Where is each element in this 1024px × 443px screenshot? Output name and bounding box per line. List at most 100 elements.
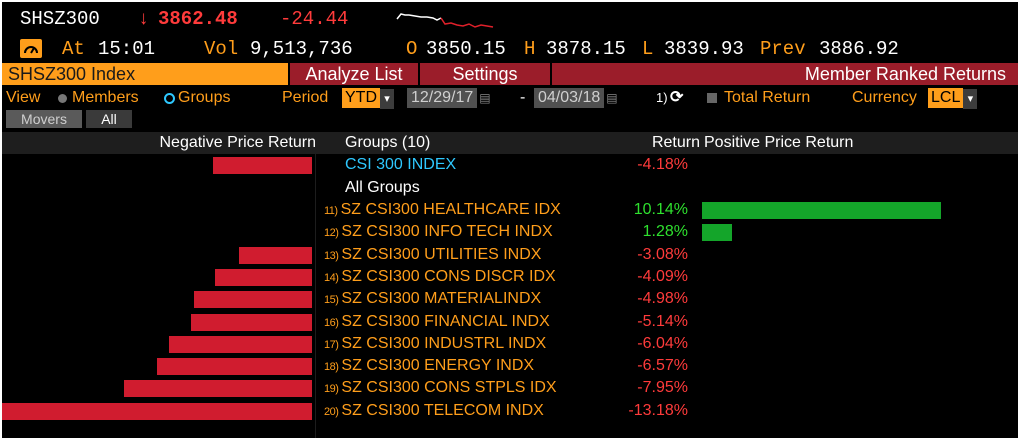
tab-all[interactable]: All (86, 110, 132, 128)
all-groups-label: All Groups (345, 179, 420, 196)
groups-radio[interactable] (164, 93, 175, 104)
high-label: H (524, 38, 536, 60)
groups-header: Groups (10) (345, 134, 431, 151)
column-divider (315, 154, 316, 438)
negative-return-bar (169, 335, 312, 353)
group-return: -13.18% (628, 401, 688, 419)
tab-movers[interactable]: Movers (6, 110, 82, 128)
group-label: SZ CSI300 INDUSTRL INDX (341, 334, 547, 352)
group-return: -6.57% (637, 357, 688, 375)
group-return: -6.04% (637, 334, 688, 352)
period-dropdown[interactable]: YTD ▾ (342, 88, 394, 109)
period-label: Period (282, 89, 329, 106)
table-row[interactable]: 19) SZ CSI300 CONS STPLS IDX -7.95% (2, 378, 1018, 399)
currency-dropdown[interactable]: LCL ▾ (928, 88, 978, 109)
analyze-list-button[interactable]: Analyze List (290, 63, 418, 85)
group-return: -4.09% (637, 267, 688, 285)
negative-return-bar (2, 402, 312, 420)
group-return: -4.98% (637, 290, 688, 308)
group-label: SZ CSI300 TELECOM INDX (341, 401, 544, 419)
table-row[interactable]: 16) SZ CSI300 FINANCIAL INDX -5.14% (2, 312, 1018, 333)
negative-return-bar (190, 313, 312, 331)
function-title: Member Ranked Returns (552, 63, 1018, 85)
refresh-number: 1) (656, 90, 668, 105)
gauge-icon[interactable] (20, 39, 42, 58)
prev-label: Prev (760, 38, 806, 60)
row-number: 17) (324, 338, 339, 351)
index-name[interactable]: CSI 300 INDEX (345, 156, 457, 173)
group-name[interactable]: 13) SZ CSI300 UTILITIES INDX (324, 245, 541, 265)
members-label[interactable]: Members (72, 89, 139, 106)
last-price: 3862.48 (158, 8, 238, 30)
view-label: View (6, 89, 41, 106)
table-row[interactable]: 12) SZ CSI300 INFO TECH INDX 1.28% (2, 222, 1018, 243)
groups-label[interactable]: Groups (178, 89, 231, 106)
group-label: SZ CSI300 ENERGY INDX (341, 357, 535, 375)
negative-return-bar (124, 380, 312, 398)
group-name[interactable]: 14) SZ CSI300 CONS DISCR IDX (324, 267, 556, 287)
group-label: SZ CSI300 FINANCIAL INDX (341, 312, 550, 330)
volume-label: Vol (204, 38, 239, 60)
total-return-checkbox[interactable] (707, 93, 717, 103)
row-number: 13) (324, 249, 339, 262)
table-row[interactable]: 13) SZ CSI300 UTILITIES INDX -3.08% (2, 245, 1018, 266)
net-change: -24.44 (280, 8, 349, 30)
start-date-value: 12/29/17 (407, 88, 478, 108)
table-header: Negative Price Return Groups (10) Return… (2, 132, 1018, 154)
calendar-icon[interactable]: ▤ (606, 91, 618, 105)
ticker-symbol: SHSZ300 (20, 8, 100, 30)
group-return: 1.28% (642, 223, 688, 241)
group-label: SZ CSI300 CONS DISCR IDX (341, 267, 556, 285)
table-row[interactable]: 15) SZ CSI300 MATERIALINDX -4.98% (2, 289, 1018, 310)
end-date-field[interactable]: 04/03/18 ▤ (534, 88, 618, 108)
row-number: 18) (324, 361, 339, 374)
open-label: O (406, 38, 418, 60)
security-field[interactable]: SHSZ300 Index (2, 63, 288, 85)
members-radio[interactable] (58, 94, 67, 103)
volume-value: 9,513,736 (250, 38, 353, 60)
negative-return-bar (156, 358, 312, 376)
group-label: SZ CSI300 INFO TECH INDX (341, 223, 553, 241)
period-value: YTD (342, 88, 380, 108)
index-negative-bar (213, 157, 312, 174)
group-label: SZ CSI300 HEALTHCARE IDX (340, 201, 561, 218)
currency-label: Currency (852, 89, 917, 106)
group-return: -7.95% (637, 379, 688, 397)
group-name[interactable]: 11) SZ CSI300 HEALTHCARE IDX (324, 200, 561, 220)
currency-value: LCL (928, 88, 964, 108)
row-number: 12) (324, 227, 339, 240)
table-row[interactable]: 17) SZ CSI300 INDUSTRL INDX -6.04% (2, 334, 1018, 355)
group-name[interactable]: 12) SZ CSI300 INFO TECH INDX (324, 222, 553, 242)
total-return-label[interactable]: Total Return (724, 89, 811, 106)
refresh-icon[interactable]: ⟳ (670, 89, 684, 106)
low-value: 3839.93 (664, 38, 744, 60)
table-row[interactable]: 11) SZ CSI300 HEALTHCARE IDX 10.14% (2, 200, 1018, 221)
group-name[interactable]: 17) SZ CSI300 INDUSTRL INDX (324, 334, 546, 354)
group-name[interactable]: 16) SZ CSI300 FINANCIAL INDX (324, 312, 550, 332)
group-return: -5.14% (637, 312, 688, 330)
group-name[interactable]: 18) SZ CSI300 ENERGY INDX (324, 356, 534, 376)
terminal-window: SHSZ300 ↓ 3862.48 -24.44 At 15:01 Vol 9,… (2, 2, 1018, 438)
date-separator: - (520, 89, 526, 106)
calendar-icon[interactable]: ▤ (479, 91, 491, 105)
group-label: SZ CSI300 CONS STPLS IDX (341, 379, 557, 397)
group-name[interactable]: 20) SZ CSI300 TELECOM INDX (324, 401, 544, 421)
row-number: 11) (324, 205, 338, 217)
table-row[interactable]: 18) SZ CSI300 ENERGY INDX -6.57% (2, 356, 1018, 377)
row-number: 19) (324, 383, 339, 396)
price-down-arrow: ↓ (138, 8, 150, 30)
positive-return-bar (702, 202, 942, 219)
table-row[interactable]: 14) SZ CSI300 CONS DISCR IDX -4.09% (2, 267, 1018, 288)
row-number: 16) (324, 316, 339, 329)
group-name[interactable]: 19) SZ CSI300 CONS STPLS IDX (324, 378, 557, 398)
start-date-field[interactable]: 12/29/17 ▤ (407, 88, 491, 108)
positive-return-bar (702, 224, 733, 242)
group-return: -3.08% (637, 245, 688, 263)
index-row[interactable]: CSI 300 INDEX -4.18% (2, 155, 1018, 176)
group-name[interactable]: 15) SZ CSI300 MATERIALINDX (324, 289, 541, 309)
group-label: SZ CSI300 UTILITIES INDX (341, 245, 542, 263)
index-return: -4.18% (637, 156, 688, 173)
table-row[interactable]: 20) SZ CSI300 TELECOM INDX -13.18% (2, 401, 1018, 422)
end-date-value: 04/03/18 (534, 88, 605, 108)
settings-button[interactable]: Settings (420, 63, 550, 85)
